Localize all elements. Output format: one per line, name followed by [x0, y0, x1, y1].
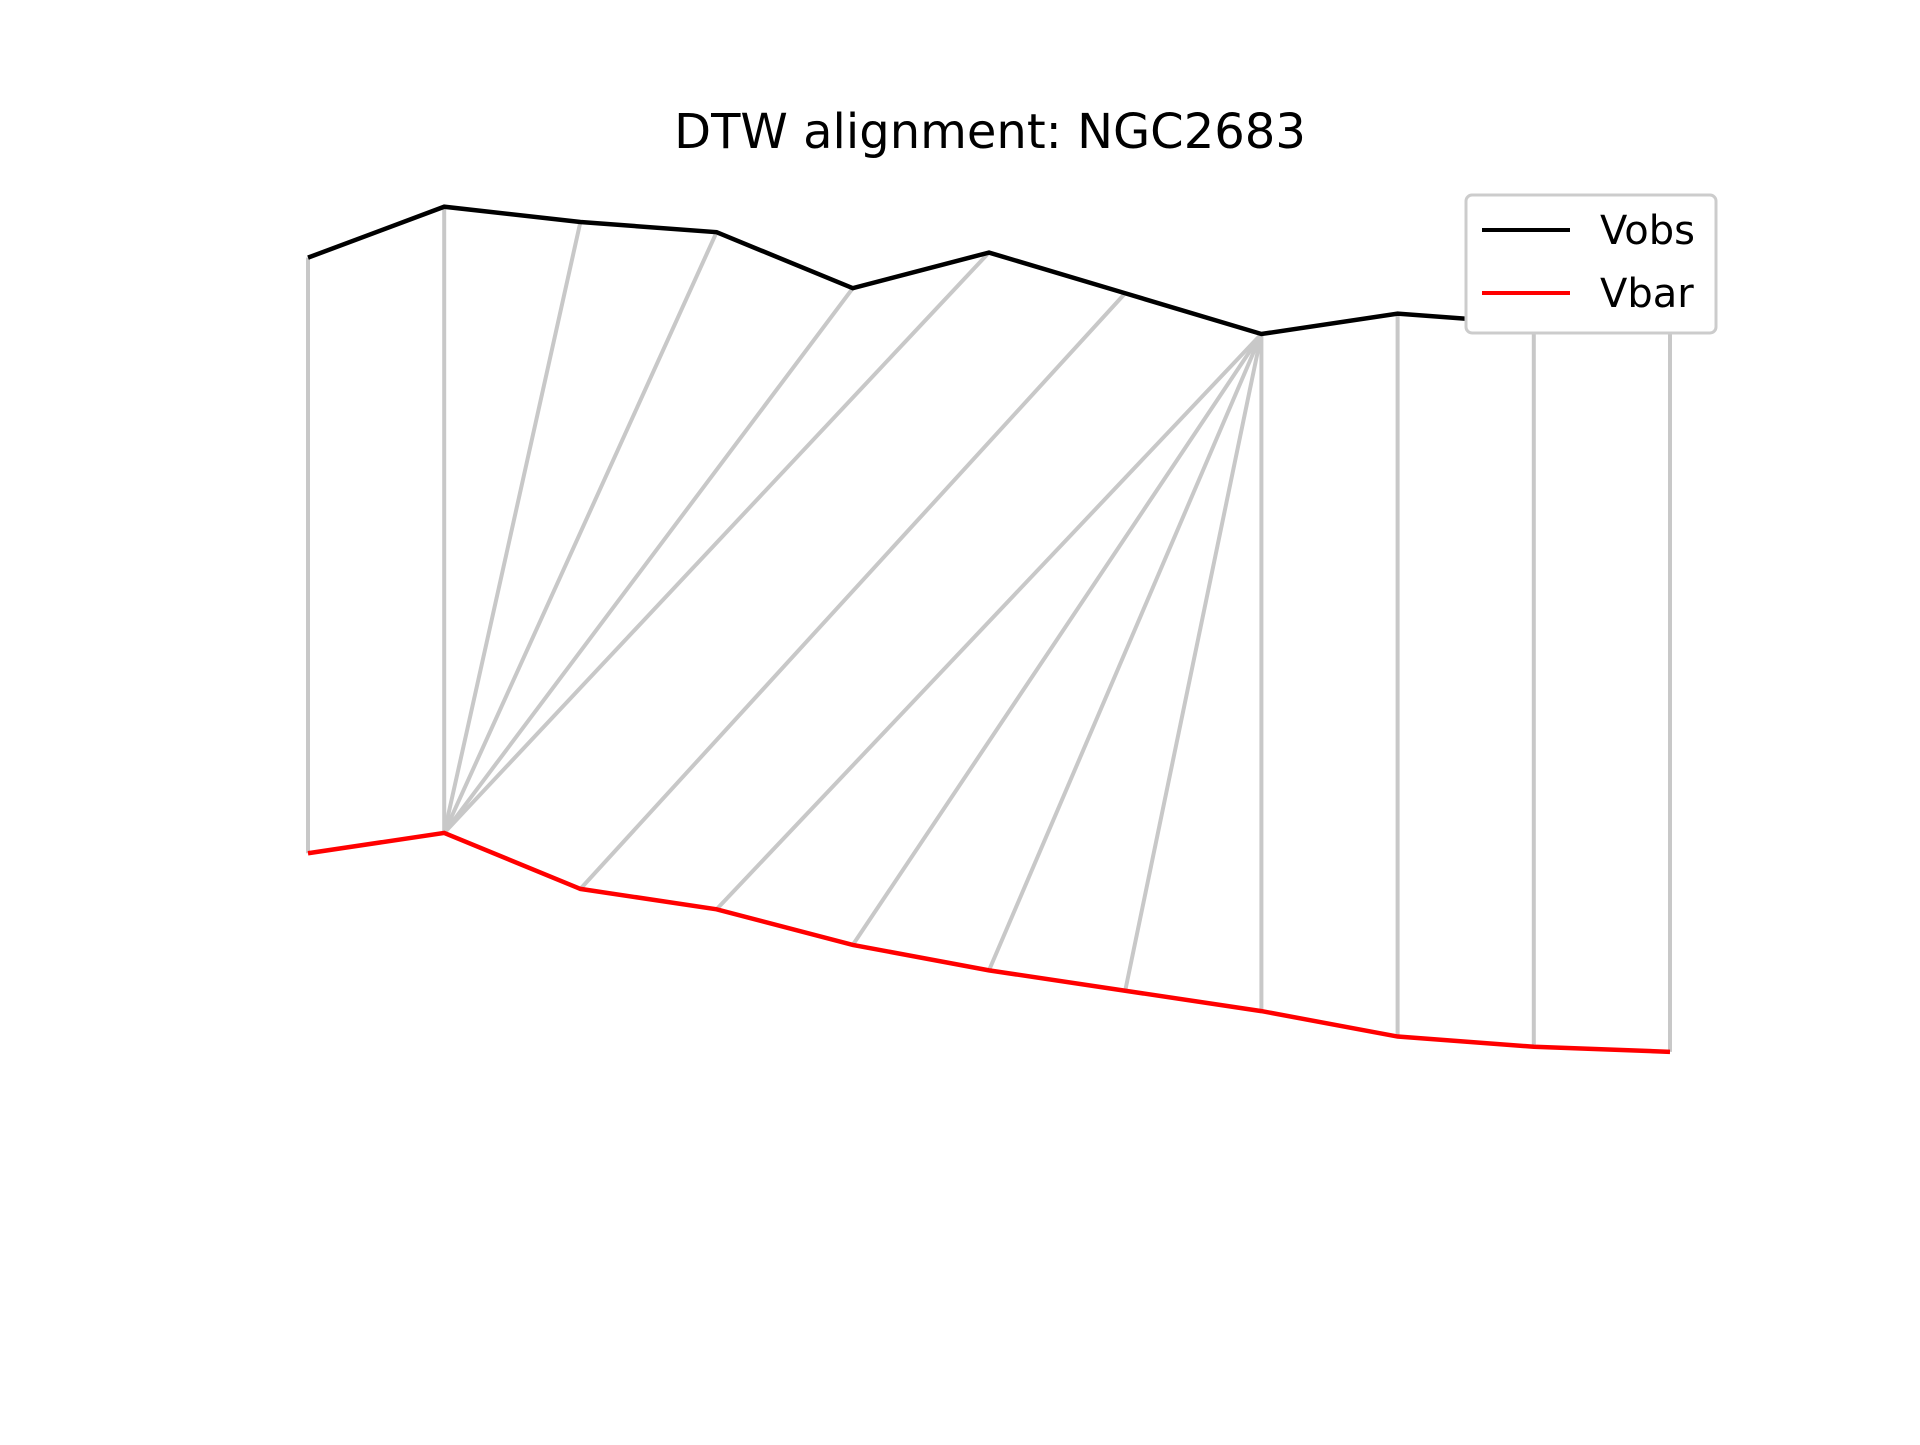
legend: Vobs Vbar	[1464, 193, 1718, 335]
alignment-lines	[306, 206, 1672, 1052]
alignment-line-6	[578, 291, 1127, 891]
legend-label-vbar: Vbar	[1600, 271, 1694, 317]
alignment-line-5	[442, 251, 991, 835]
alignment-line-7	[715, 332, 1263, 911]
series-line-vbar	[307, 830, 1671, 1055]
alignment-line-4	[442, 286, 855, 835]
series-lines	[307, 204, 1671, 1055]
alignment-line-8	[851, 332, 1264, 947]
alignment-line-9	[987, 333, 1264, 972]
series-line-vobs	[307, 204, 1671, 337]
alignment-line-3	[442, 231, 719, 834]
alignment-line-2	[442, 221, 583, 834]
chart-title: DTW alignment: NGC2683	[674, 104, 1306, 160]
alignment-line-10	[1123, 333, 1264, 992]
legend-label-vobs: Vobs	[1600, 208, 1695, 254]
